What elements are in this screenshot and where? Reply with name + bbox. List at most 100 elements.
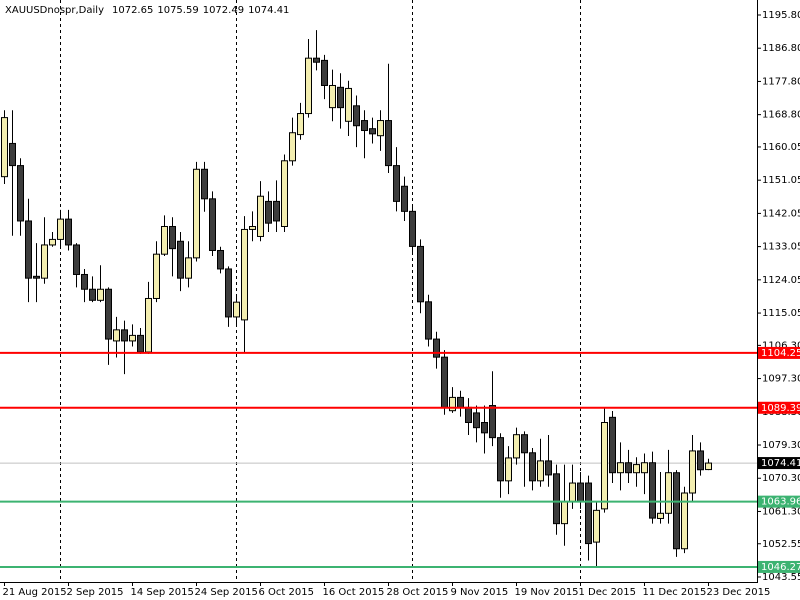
y-tick-label: 1160.05 xyxy=(762,142,800,153)
x-tick-label: 16 Oct 2015 xyxy=(323,587,385,598)
x-tick-label: 9 Nov 2015 xyxy=(451,587,509,598)
candle-body xyxy=(313,57,320,63)
chart-title: XAUUSDnospr,Daily 1072.65 1075.59 1072.49 10… xyxy=(5,5,289,16)
candle-body xyxy=(65,218,72,246)
candle-body xyxy=(473,412,480,429)
candle-body xyxy=(393,165,400,202)
candle-body xyxy=(593,509,600,543)
candle-body xyxy=(489,405,496,439)
candle-body xyxy=(9,142,16,167)
candle-body xyxy=(49,238,56,246)
candle-body xyxy=(281,160,288,227)
x-tick-label: 28 Oct 2015 xyxy=(387,587,449,598)
ohlc-high: 1075.59 xyxy=(157,5,198,16)
candle-body xyxy=(201,168,208,200)
x-tick-label: 11 Dec 2015 xyxy=(643,587,707,598)
candle-body xyxy=(337,86,344,109)
y-tick-label: 1061.30 xyxy=(762,506,800,517)
candle-body xyxy=(33,275,40,279)
candle-body xyxy=(25,220,32,279)
y-tick-label: 1070.30 xyxy=(762,473,800,484)
symbol: XAUUSDnospr,Daily xyxy=(5,5,104,16)
candle-body xyxy=(537,460,544,482)
candle-body xyxy=(569,482,576,502)
candle-body xyxy=(553,473,560,525)
candle-body xyxy=(361,120,368,132)
x-tick-label: 6 Oct 2015 xyxy=(259,587,314,598)
candle-body xyxy=(657,512,664,519)
y-tick-label: 1177.80 xyxy=(762,76,800,87)
ohlc-low: 1072.49 xyxy=(203,5,244,16)
candle-body xyxy=(617,462,624,474)
candle-body xyxy=(329,84,336,109)
candle-body xyxy=(57,218,64,240)
period-separators xyxy=(60,0,581,582)
y-tick-label: 1195.80 xyxy=(762,10,800,21)
candle-body xyxy=(673,472,680,550)
candle-body xyxy=(377,120,384,137)
y-tick-label: 1168.80 xyxy=(762,110,800,121)
price-tag: 1089.39 xyxy=(761,403,800,414)
candle-body xyxy=(561,500,568,525)
candle-body xyxy=(257,195,264,237)
candle-body xyxy=(665,472,672,514)
candle-body xyxy=(73,244,80,275)
y-tick-label: 1043.55 xyxy=(762,572,800,583)
candle-body xyxy=(161,225,168,255)
candle-body xyxy=(401,185,408,212)
x-tick-label: 23 Dec 2015 xyxy=(707,587,771,598)
candle-body xyxy=(505,457,512,482)
candle-body xyxy=(417,245,424,303)
candle-body xyxy=(169,225,176,250)
candle-body xyxy=(689,450,696,494)
candle-body xyxy=(369,128,376,135)
y-tick-label: 1106.30 xyxy=(762,340,800,351)
candle-body xyxy=(433,338,440,358)
y-tick-label: 1186.80 xyxy=(762,43,800,54)
candle-body xyxy=(481,422,488,434)
candle-body xyxy=(409,210,416,247)
candle-body xyxy=(681,492,688,550)
candle-body xyxy=(273,200,280,222)
candle-body xyxy=(185,257,192,279)
candle-body xyxy=(577,482,584,502)
candle-body xyxy=(697,450,704,471)
candle-body xyxy=(585,482,592,545)
candle-body xyxy=(105,288,112,340)
x-tick-label: 1 Dec 2015 xyxy=(579,587,637,598)
candle-body xyxy=(249,225,256,230)
candle-body xyxy=(649,462,656,519)
candle-body xyxy=(497,437,504,482)
x-tick-label: 24 Sep 2015 xyxy=(195,587,258,598)
candle-body xyxy=(345,87,352,122)
candle-body xyxy=(625,462,632,474)
price-tag-bg xyxy=(758,495,800,508)
candle-body xyxy=(449,396,456,412)
candle-body xyxy=(41,244,48,279)
x-tick-label: 21 Aug 2015 xyxy=(3,587,67,598)
candle-body xyxy=(89,288,96,301)
y-tick-label: 1079.30 xyxy=(762,440,800,451)
candle-body xyxy=(705,462,712,471)
candle-body xyxy=(145,297,152,353)
candle-body xyxy=(233,301,240,318)
y-tick-label: 1133.05 xyxy=(762,242,800,253)
candle-body xyxy=(265,200,272,224)
candle-body xyxy=(209,198,216,251)
candle-body xyxy=(457,396,464,408)
y-tick-label: 1142.05 xyxy=(762,208,800,219)
price-tag-bg xyxy=(758,560,800,573)
candle-body xyxy=(353,105,360,127)
candle-body xyxy=(441,356,448,408)
ohlc-close: 1074.41 xyxy=(248,5,289,16)
x-tick-label: 14 Sep 2015 xyxy=(131,587,194,598)
candle-body xyxy=(177,240,184,279)
candle-body xyxy=(1,117,8,178)
candle-body xyxy=(153,253,160,299)
price-tag: 1074.41 xyxy=(761,458,800,469)
price-tag: 1063.96 xyxy=(761,497,800,508)
candle-body xyxy=(529,452,536,482)
candle-body xyxy=(521,434,528,454)
price-tag: 1046.27 xyxy=(761,562,800,573)
price-tag-bg xyxy=(758,346,800,359)
